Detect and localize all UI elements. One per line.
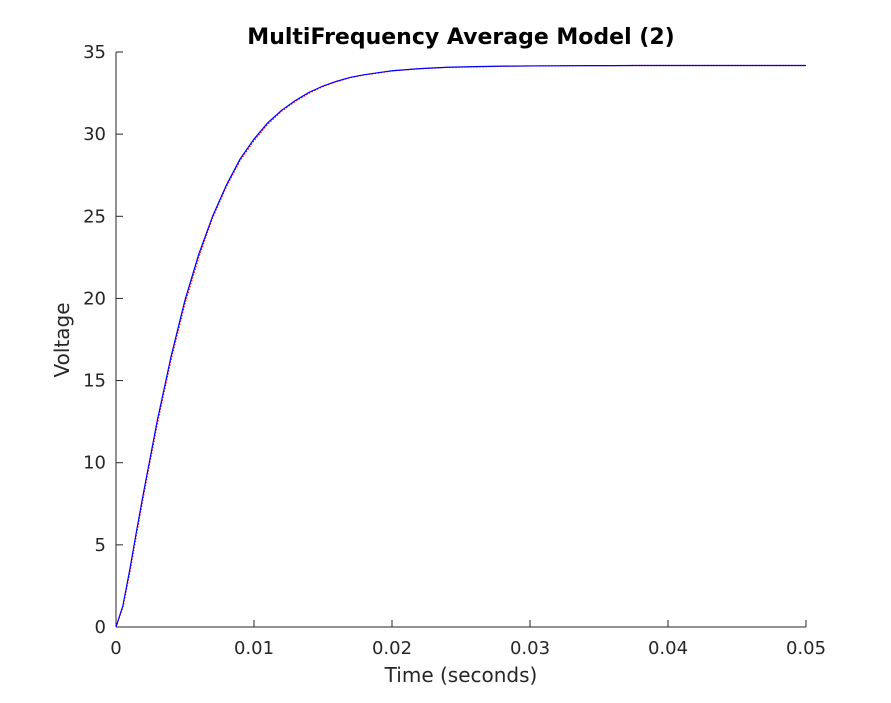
y-tick-label: 35 [83, 42, 106, 63]
y-tick-label: 25 [83, 206, 106, 227]
y-tick-label: 10 [83, 453, 106, 474]
x-tick-label: 0.04 [648, 638, 688, 659]
series-layer [115, 64, 806, 628]
x-tick-label: 0.05 [786, 638, 826, 659]
x-tick-label: 0.01 [234, 638, 274, 659]
series-line-1 [115, 64, 806, 628]
x-tick-label: 0.03 [510, 638, 550, 659]
x-axis-label: Time (seconds) [384, 663, 538, 687]
y-tick-label: 15 [83, 371, 106, 392]
chart-title: MultiFrequency Average Model (2) [247, 25, 674, 50]
y-axis-label: Voltage [50, 302, 74, 377]
x-tick-label: 0.02 [372, 638, 412, 659]
y-tick-label: 5 [95, 535, 106, 556]
tick-group: 0 0.01 0.02 0.03 0.04 0.05 0 5 10 15 20 25 30 35 [83, 42, 826, 659]
x-tick-label: 0 [110, 638, 121, 659]
y-tick-label: 30 [83, 124, 106, 145]
y-tick-label: 0 [95, 617, 106, 638]
series-line-2 [115, 64, 806, 628]
axes [115, 52, 806, 628]
y-tick-label: 20 [83, 288, 106, 309]
